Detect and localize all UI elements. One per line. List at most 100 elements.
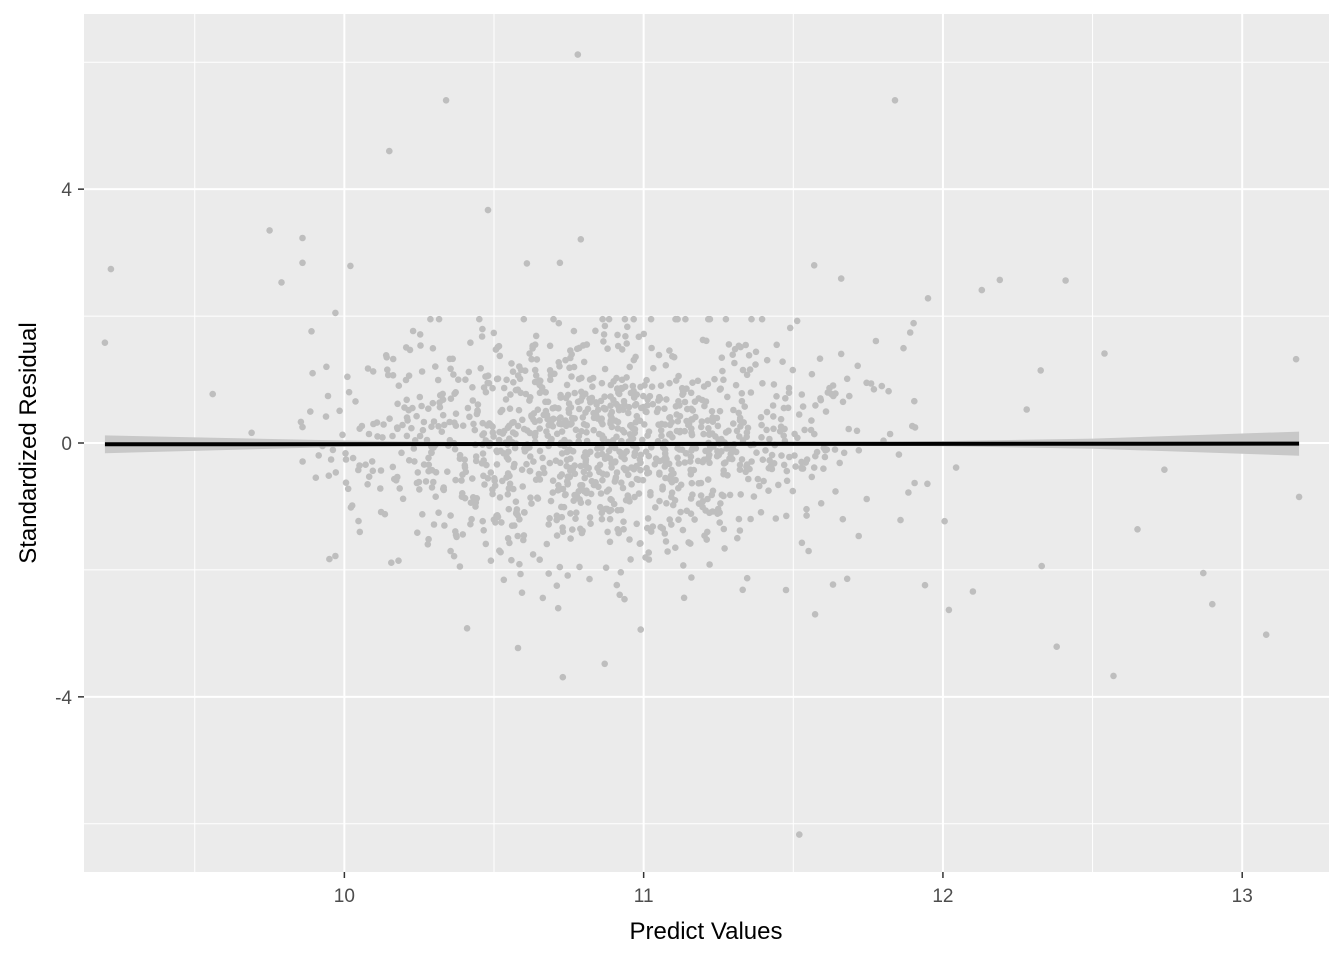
data-point: [1037, 367, 1044, 374]
data-point: [766, 435, 773, 443]
data-point: [579, 527, 586, 535]
data-point: [530, 458, 537, 465]
data-point: [599, 315, 606, 323]
data-point: [380, 421, 387, 428]
data-point: [520, 315, 528, 323]
data-point: [356, 528, 364, 536]
data-point: [368, 458, 376, 465]
data-point: [773, 393, 780, 400]
data-point: [607, 417, 614, 425]
data-point: [403, 396, 411, 404]
data-point: [373, 419, 381, 426]
data-point: [744, 424, 752, 432]
data-point: [600, 338, 607, 345]
data-point: [720, 376, 727, 384]
data-point: [606, 515, 614, 523]
data-point: [768, 451, 776, 459]
data-point: [534, 494, 541, 502]
data-point: [440, 484, 448, 491]
data-point: [644, 401, 651, 409]
data-point: [416, 331, 424, 338]
data-point: [101, 339, 109, 347]
data-point: [648, 344, 655, 352]
data-point: [473, 495, 481, 502]
data-point: [577, 397, 585, 404]
data-point: [452, 476, 459, 484]
data-point: [624, 495, 632, 502]
data-point: [662, 538, 670, 545]
data-point: [435, 315, 443, 323]
data-point: [576, 496, 583, 503]
data-point: [449, 355, 457, 363]
data-point: [783, 512, 790, 520]
data-point: [506, 405, 514, 413]
data-point: [517, 570, 524, 578]
data-point: [747, 515, 754, 523]
data-point: [803, 456, 811, 463]
data-point: [777, 415, 785, 423]
data-point: [480, 430, 488, 437]
data-point: [312, 474, 320, 482]
data-point: [508, 556, 515, 564]
data-point: [720, 470, 727, 478]
data-point: [377, 485, 384, 492]
data-point: [597, 503, 604, 511]
data-point: [420, 418, 428, 426]
data-point: [622, 466, 629, 474]
data-point: [681, 459, 689, 466]
data-point: [632, 400, 640, 408]
data-point: [384, 371, 392, 379]
data-point: [785, 389, 793, 397]
data-point: [528, 355, 535, 363]
data-point: [403, 432, 411, 440]
data-point: [811, 430, 818, 438]
data-point: [389, 432, 396, 440]
data-point: [541, 469, 548, 477]
data-point: [808, 473, 816, 481]
data-point: [386, 415, 393, 423]
data-point: [491, 475, 498, 482]
data-point: [717, 385, 724, 393]
data-point: [278, 279, 285, 286]
data-point: [843, 575, 851, 583]
data-point: [574, 51, 582, 58]
data-point: [332, 552, 339, 560]
data-point: [299, 458, 306, 465]
data-point: [430, 418, 438, 425]
data-point: [503, 376, 510, 384]
data-point: [471, 426, 479, 434]
data-point: [649, 400, 657, 408]
data-point: [837, 275, 845, 282]
data-point: [607, 411, 614, 419]
data-point: [613, 469, 621, 476]
data-point: [545, 521, 552, 528]
data-point: [845, 425, 852, 433]
data-point: [468, 515, 475, 523]
data-point: [736, 461, 744, 469]
data-point: [512, 498, 520, 506]
data-point: [679, 387, 687, 395]
data-point: [652, 504, 659, 511]
data-point: [635, 490, 643, 497]
data-point: [704, 495, 711, 503]
data-point: [757, 414, 765, 421]
data-point: [414, 529, 421, 536]
data-point: [732, 381, 740, 389]
data-point: [605, 486, 613, 494]
data-point: [767, 462, 775, 470]
data-point: [716, 407, 724, 415]
data-point: [531, 366, 539, 374]
data-point: [666, 347, 673, 354]
data-point: [582, 409, 589, 416]
data-point: [941, 517, 948, 525]
data-point: [432, 363, 439, 370]
data-point: [758, 315, 766, 323]
data-point: [772, 515, 780, 522]
data-point: [514, 532, 521, 540]
data-point: [447, 547, 454, 555]
data-point: [329, 446, 337, 454]
data-point: [299, 423, 306, 431]
data-point: [662, 362, 670, 369]
data-point: [556, 420, 563, 428]
y-axis: -4 0 4: [55, 180, 84, 709]
